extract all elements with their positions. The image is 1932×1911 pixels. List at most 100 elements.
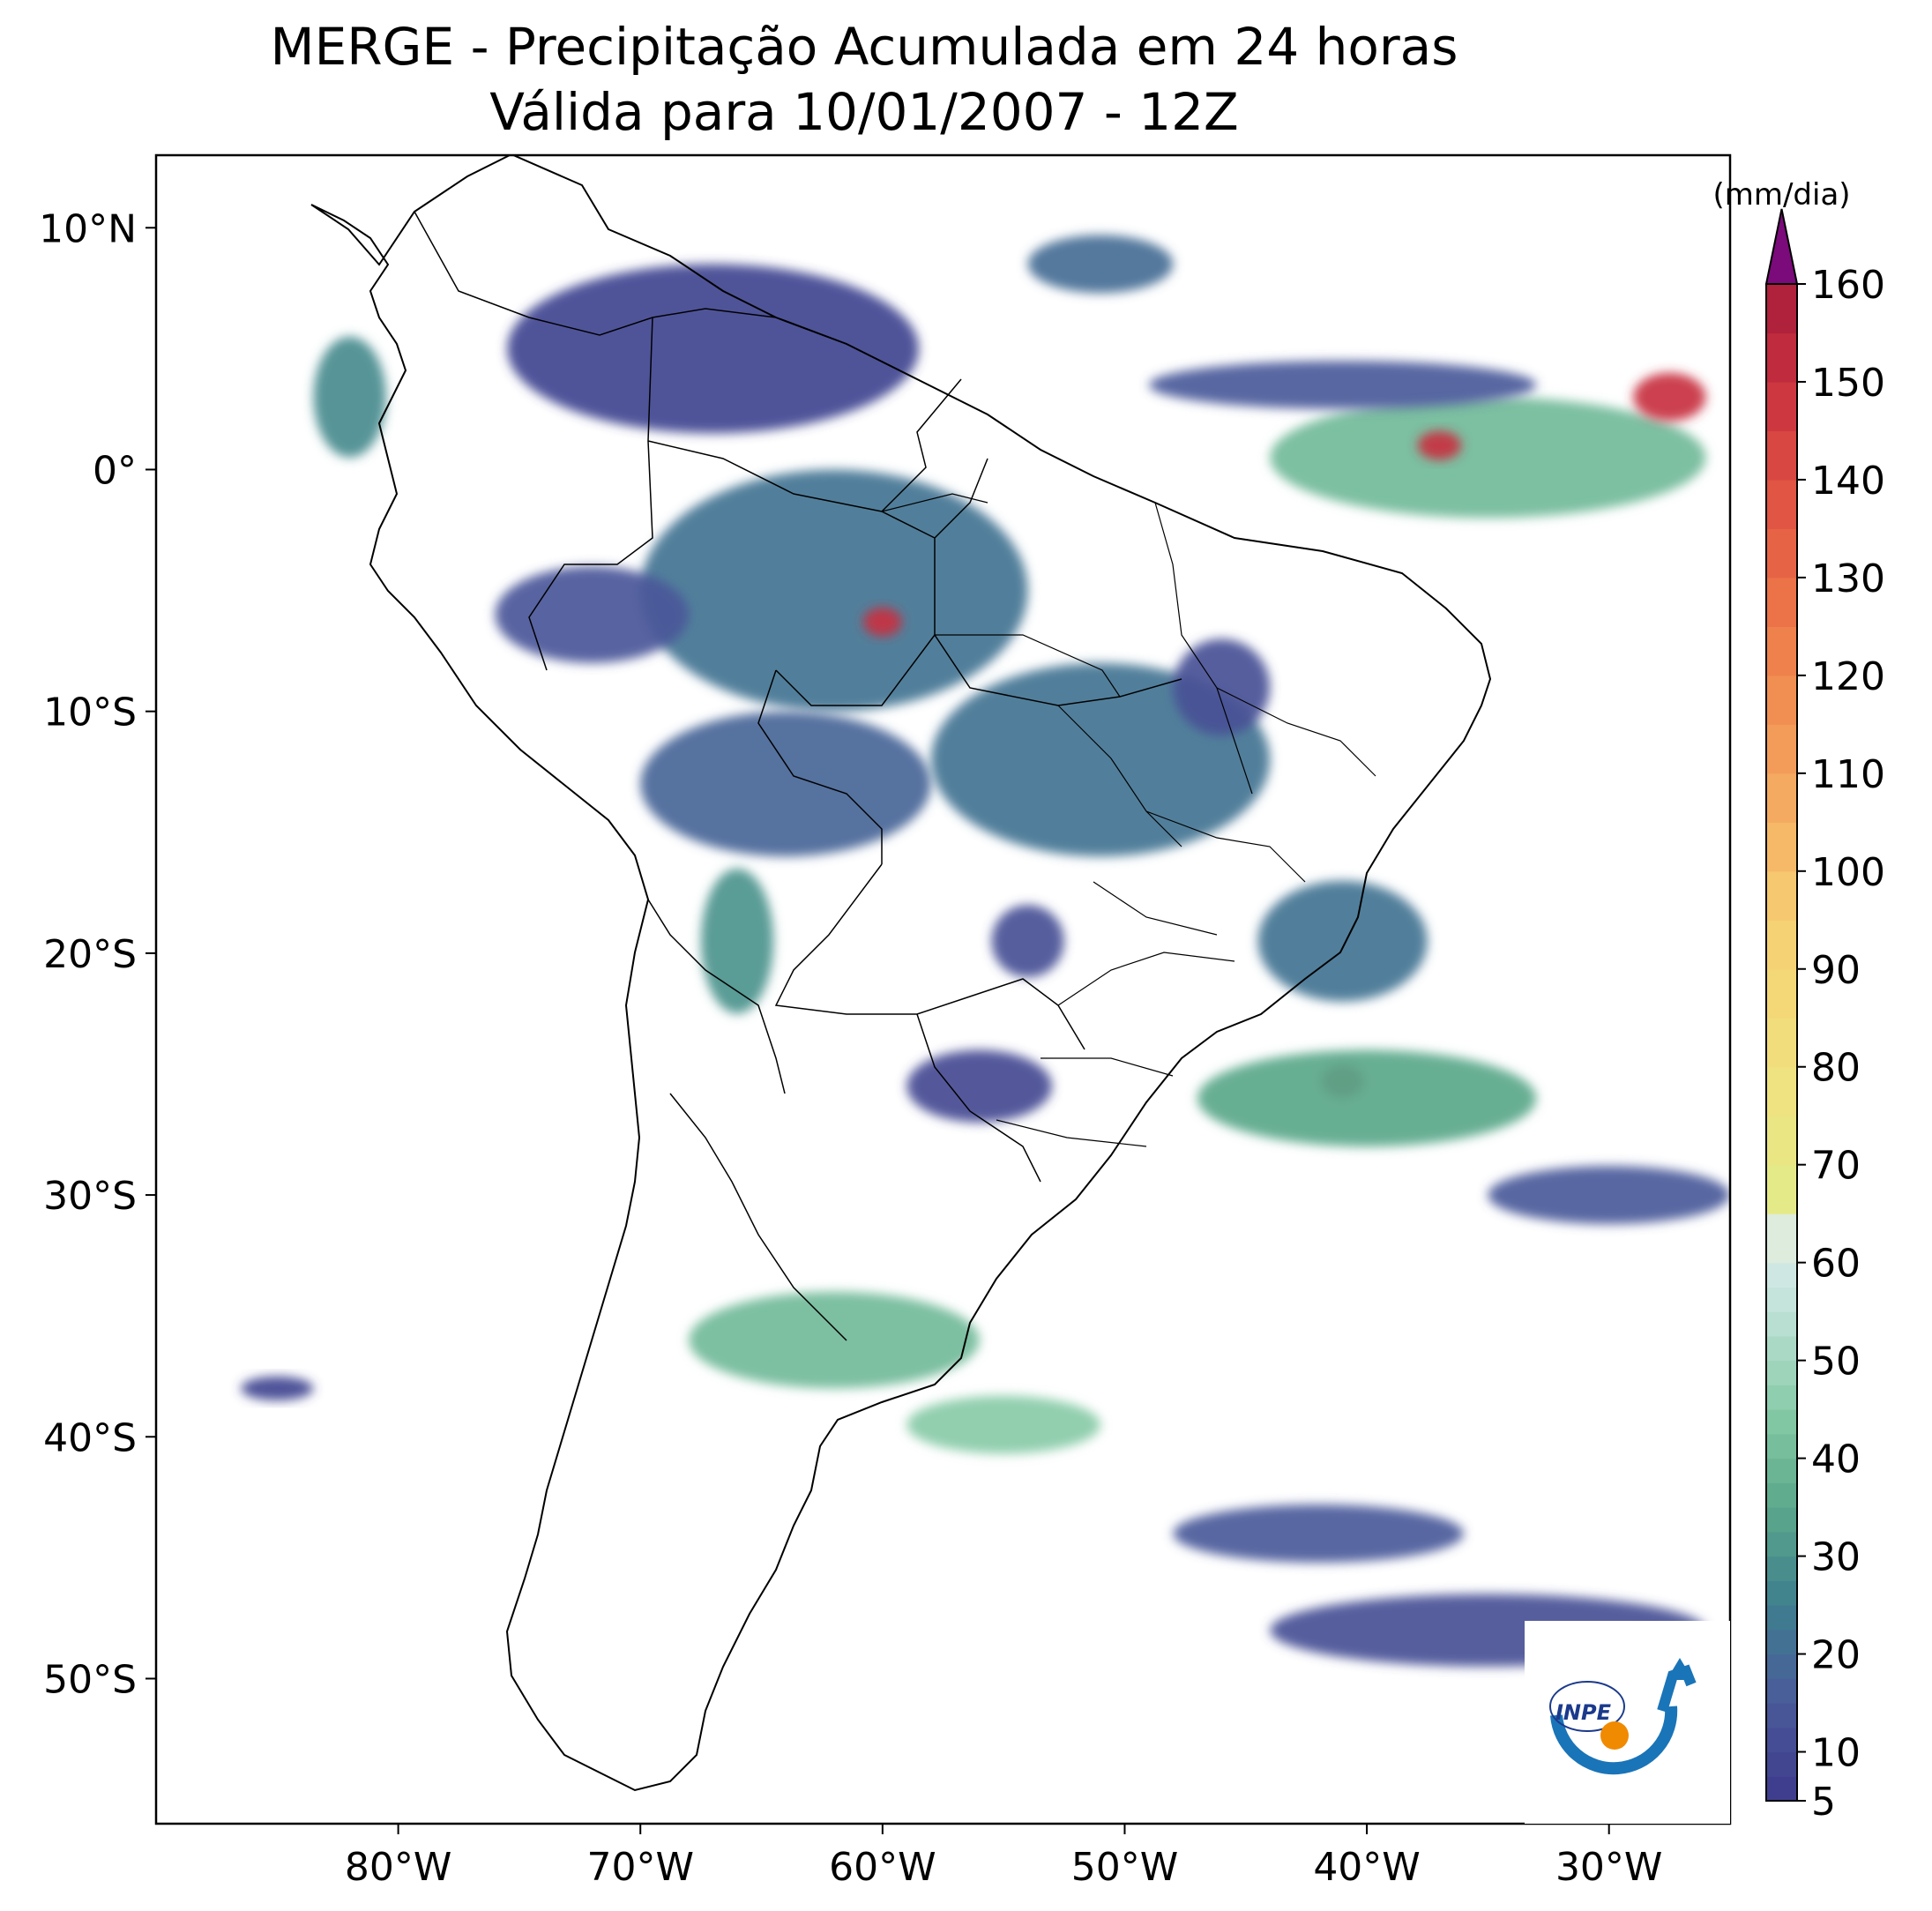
lon-tick-label: 40°W [1313, 1845, 1421, 1890]
map-area: 10°N 0° 10°S 20°S 30°S 40°S 50°S 80°W 70°W 60°W 5… [39, 153, 1732, 1890]
precip-area [1488, 1166, 1730, 1224]
colorbar-band [1766, 1507, 1797, 1533]
precip-area [700, 868, 774, 1014]
precip-area [640, 469, 1028, 712]
colorbar-band [1766, 920, 1797, 970]
colorbar-band [1766, 430, 1797, 481]
lon-tick-label: 60°W [829, 1845, 936, 1890]
logo-text: INPE [1555, 1700, 1612, 1725]
colorbar-tick-label: 40 [1811, 1437, 1861, 1482]
colorbar-band [1766, 1751, 1797, 1777]
colorbar-band [1766, 1018, 1797, 1068]
colorbar-band [1766, 724, 1797, 774]
colorbar-band [1766, 1653, 1797, 1679]
colorbar-band [1766, 1213, 1797, 1264]
lat-tick-label: 10°N [39, 206, 137, 251]
colorbar-band [1766, 1678, 1797, 1704]
lat-tick-label: 20°S [43, 932, 137, 977]
colorbar-tick-label: 30 [1811, 1535, 1861, 1580]
colorbar-tick-label: 110 [1811, 752, 1885, 797]
precip-area [991, 905, 1064, 978]
colorbar-band [1766, 1776, 1797, 1802]
colorbar-unit-label: (mm/dia) [1712, 177, 1850, 213]
colorbar-band [1766, 1703, 1797, 1728]
colorbar-band [1766, 1066, 1797, 1116]
colorbar-extension-arrow [1764, 208, 1799, 285]
lat-tick-label: 10°S [43, 690, 137, 735]
colorbar-bands [1766, 284, 1797, 1802]
colorbar-frame [1765, 283, 1798, 1802]
colorbar-tick-label: 5 [1811, 1780, 1836, 1825]
colorbar-band [1766, 1629, 1797, 1655]
coastline-layer [310, 155, 1492, 1792]
colorbar-band [1766, 577, 1797, 627]
colorbar-tick-label: 90 [1811, 948, 1861, 993]
colorbar-band [1766, 1335, 1797, 1362]
colorbar-band [1766, 1556, 1797, 1581]
logo-swoosh [1550, 1706, 1678, 1775]
precip-area [495, 566, 690, 663]
colorbar-tick-label: 130 [1811, 556, 1885, 601]
lat-tick-label: 30°S [43, 1174, 137, 1219]
colorbar-band [1766, 1385, 1797, 1410]
colorbar-band [1766, 626, 1797, 676]
precip-area [640, 711, 931, 857]
inpe-logo: INPE [1525, 1621, 1730, 1824]
colorbar-band [1766, 1116, 1797, 1166]
longitude-axis: 80°W 70°W 60°W 50°W 40°W 30°W [345, 1824, 1663, 1890]
logo-sun-icon [1600, 1721, 1629, 1750]
colorbar-band [1766, 1262, 1797, 1288]
colorbar-ticks: 510 20 30 40 50 60 70 80 90 100 110 120 130 140 150 160 [1797, 263, 1885, 1825]
lat-tick-label: 0° [93, 448, 137, 493]
colorbar-band [1766, 1531, 1797, 1557]
colorbar-band [1766, 1605, 1797, 1631]
colorbar-band [1766, 968, 1797, 1019]
colorbar-tick-label: 80 [1811, 1046, 1861, 1091]
map-frame [154, 153, 1732, 1825]
colorbar-band [1766, 1482, 1797, 1508]
lat-tick-label: 50°S [43, 1657, 137, 1702]
precip-area [1173, 1504, 1464, 1563]
precip-area [689, 1291, 980, 1389]
lon-tick-label: 70°W [586, 1845, 694, 1890]
colorbar: 510 20 30 40 50 60 70 80 90 100 110 120 130 140 150 160… [1712, 177, 1885, 1825]
precip-area [862, 607, 902, 637]
lon-tick-label: 50°W [1071, 1845, 1179, 1890]
colorbar-tick-label: 10 [1811, 1731, 1861, 1776]
latitude-axis: 10°N 0° 10°S 20°S 30°S 40°S 50°S [39, 206, 156, 1702]
colorbar-tick-label: 120 [1811, 654, 1885, 699]
logo-orbit [1549, 1681, 1625, 1732]
precip-area [1197, 1049, 1537, 1147]
colorbar-band [1766, 332, 1797, 383]
colorbar-band [1766, 1433, 1797, 1459]
colorbar-tick-label: 100 [1811, 850, 1885, 895]
precip-area [1417, 430, 1462, 460]
colorbar-tick-label: 20 [1811, 1633, 1861, 1678]
colorbar-tick-label: 150 [1811, 361, 1885, 406]
precip-area [507, 264, 920, 434]
colorbar-band [1766, 284, 1797, 334]
precip-area [1027, 235, 1174, 294]
colorbar-band [1766, 1580, 1797, 1606]
colorbar-band [1766, 1360, 1797, 1385]
lon-tick-label: 30°W [1555, 1845, 1663, 1890]
lon-tick-label: 80°W [345, 1845, 452, 1890]
colorbar-band [1766, 1727, 1797, 1753]
colorbar-band [1766, 1311, 1797, 1337]
colorbar-band [1766, 773, 1797, 823]
precip-area [1257, 880, 1428, 1002]
precip-area [241, 1376, 314, 1401]
logo-arrow-head-icon [1667, 1658, 1693, 1680]
colorbar-band [1766, 870, 1797, 921]
colorbar-band [1766, 675, 1797, 725]
colorbar-band [1766, 1287, 1797, 1312]
colorbar-tick-label: 140 [1811, 459, 1885, 504]
map-subtitle: Válida para 10/01/2007 - 12Z [489, 82, 1239, 142]
lat-tick-label: 40°S [43, 1415, 137, 1460]
colorbar-band [1766, 479, 1797, 530]
colorbar-tick-label: 160 [1811, 263, 1885, 308]
precip-area [1173, 638, 1271, 736]
precip-area [906, 1049, 1053, 1123]
